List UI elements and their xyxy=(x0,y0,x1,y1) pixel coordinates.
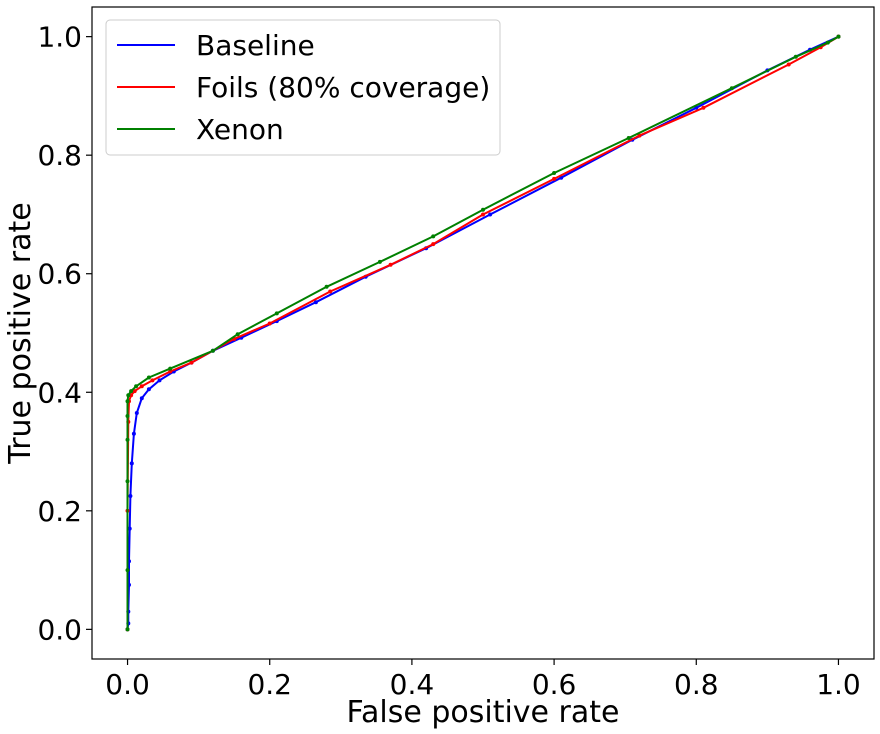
data-point xyxy=(552,171,557,175)
data-point xyxy=(313,300,318,305)
data-point xyxy=(431,242,436,247)
data-point xyxy=(729,86,734,91)
data-point xyxy=(157,378,162,383)
legend-label-baseline: Baseline xyxy=(196,29,315,62)
data-point xyxy=(127,526,132,531)
data-point xyxy=(150,378,155,383)
y-tick-label: 1.0 xyxy=(37,21,82,54)
data-point xyxy=(129,461,134,466)
y-axis-label: True positive rate xyxy=(3,202,38,464)
data-point xyxy=(189,360,194,365)
data-point xyxy=(146,375,151,380)
y-tick-label: 0.6 xyxy=(37,258,82,291)
data-point xyxy=(786,62,791,67)
x-tick-label: 0.0 xyxy=(105,668,150,701)
data-point xyxy=(128,494,133,498)
data-point xyxy=(125,479,130,484)
x-tick-label: 0.2 xyxy=(247,668,292,701)
data-point xyxy=(488,212,493,217)
data-point xyxy=(139,384,144,389)
data-point xyxy=(125,568,130,573)
y-tick-label: 0.2 xyxy=(37,495,82,528)
data-point xyxy=(125,399,130,404)
data-point xyxy=(125,437,130,442)
data-point xyxy=(129,389,134,394)
series-line xyxy=(126,35,840,630)
data-point xyxy=(793,54,798,59)
x-tick-label: 0.8 xyxy=(674,668,719,701)
x-tick-label: 1.0 xyxy=(816,668,861,701)
x-tick-label: 0.6 xyxy=(532,668,577,701)
series-xenon xyxy=(125,34,841,632)
y-tick-label: 0.0 xyxy=(37,613,82,646)
data-point xyxy=(825,40,830,45)
data-point xyxy=(431,234,436,239)
series-line xyxy=(126,35,839,630)
data-point xyxy=(146,387,151,392)
data-point xyxy=(134,384,139,389)
data-point xyxy=(125,627,130,632)
data-point xyxy=(126,393,131,398)
legend-label-foils: Foils (80% coverage) xyxy=(196,71,490,104)
data-point xyxy=(168,366,173,371)
series-layer xyxy=(125,34,841,632)
data-point xyxy=(481,212,485,217)
data-point xyxy=(388,262,393,267)
data-point xyxy=(210,348,215,353)
data-point xyxy=(139,396,144,401)
legend: Baseline Foils (80% coverage) Xenon xyxy=(105,19,501,156)
plot-frame xyxy=(91,6,875,660)
data-point xyxy=(132,389,137,394)
data-point xyxy=(377,259,382,264)
data-point xyxy=(274,311,279,316)
legend-label-xenon: Xenon xyxy=(196,113,284,146)
data-point xyxy=(637,133,642,138)
data-point xyxy=(626,136,631,140)
data-point xyxy=(836,34,841,39)
data-point xyxy=(324,284,329,289)
x-tick-label: 0.4 xyxy=(390,668,435,701)
data-point xyxy=(701,105,706,110)
legend-box xyxy=(105,19,501,156)
data-point xyxy=(125,414,130,418)
data-point xyxy=(481,207,485,212)
data-point xyxy=(267,321,272,326)
axes-layer: 0.0 0.2 0.4 0.6 0.8 1.0 0.0 0.2 0.4 0.6 0.8 1.0 xyxy=(37,21,860,701)
data-point xyxy=(168,369,173,374)
x-axis-label: False positive rate xyxy=(347,695,620,730)
data-point xyxy=(134,411,139,415)
data-point xyxy=(328,289,333,294)
data-point xyxy=(552,176,557,181)
data-point xyxy=(235,332,240,337)
y-tick-label: 0.4 xyxy=(37,376,82,409)
y-tick-label: 0.8 xyxy=(37,139,82,172)
data-point xyxy=(131,431,136,436)
